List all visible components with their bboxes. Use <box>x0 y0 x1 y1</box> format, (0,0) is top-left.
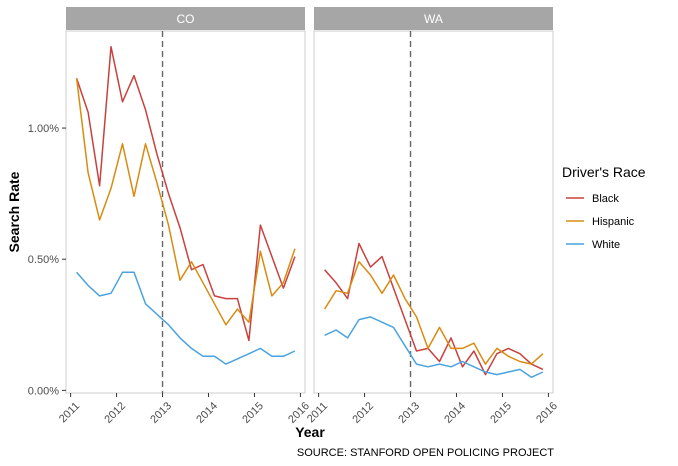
x-tick-label: 2015 <box>488 400 514 426</box>
facet-label: WA <box>424 12 443 26</box>
series-line-white <box>76 271 296 365</box>
x-tick-label: 2012 <box>102 400 128 426</box>
series-line-black <box>324 242 544 376</box>
legend-item-black: Black <box>566 193 619 205</box>
legend-title: Driver's Race <box>562 164 646 180</box>
x-axis-title: Year <box>295 424 325 440</box>
legend-label: Black <box>592 193 619 205</box>
x-tick-label: 2012 <box>350 400 376 426</box>
panels-layer: CO 2011 2012 2013 2014 2015 2016 0.00% 0.50% 1.00… <box>28 7 560 426</box>
y-tick-label: 0.00% <box>28 385 59 397</box>
series-line-black <box>75 45 296 342</box>
legend-label: Hispanic <box>592 216 635 228</box>
x-tick-label: 2015 <box>240 400 266 426</box>
y-tick-label: 0.50% <box>28 254 59 266</box>
panel-wa: WA 2011 2012 2013 2014 2015 2016 <box>305 7 560 426</box>
legend-label: White <box>592 239 620 251</box>
facet-label: CO <box>177 12 195 26</box>
legend-items: Black Hispanic White <box>566 193 635 251</box>
legend-item-hispanic: Hispanic <box>566 216 635 228</box>
y-tick-label: 1.00% <box>28 123 59 135</box>
caption: SOURCE: STANFORD OPEN POLICING PROJECT <box>297 447 554 459</box>
x-tick-label: 2011 <box>305 400 330 425</box>
x-tick-label: 2013 <box>148 400 174 426</box>
legend: Driver's Race Black Hispanic White <box>562 164 646 251</box>
panel-border <box>65 30 306 394</box>
series-line-hispanic <box>75 78 296 326</box>
x-tick-label: 2014 <box>442 400 468 426</box>
series-line-white <box>324 316 544 379</box>
legend-item-white: White <box>566 239 620 251</box>
x-tick-label: 2013 <box>396 400 422 426</box>
panel-border <box>313 30 554 394</box>
facet-strip <box>66 7 305 30</box>
x-tick-label: 2011 <box>57 400 82 425</box>
series-line-hispanic <box>323 261 544 365</box>
facet-strip <box>314 7 553 30</box>
y-axis-title: Search Rate <box>6 171 22 252</box>
x-tick-label: 2014 <box>194 400 220 426</box>
x-tick-label: 2016 <box>534 400 560 426</box>
